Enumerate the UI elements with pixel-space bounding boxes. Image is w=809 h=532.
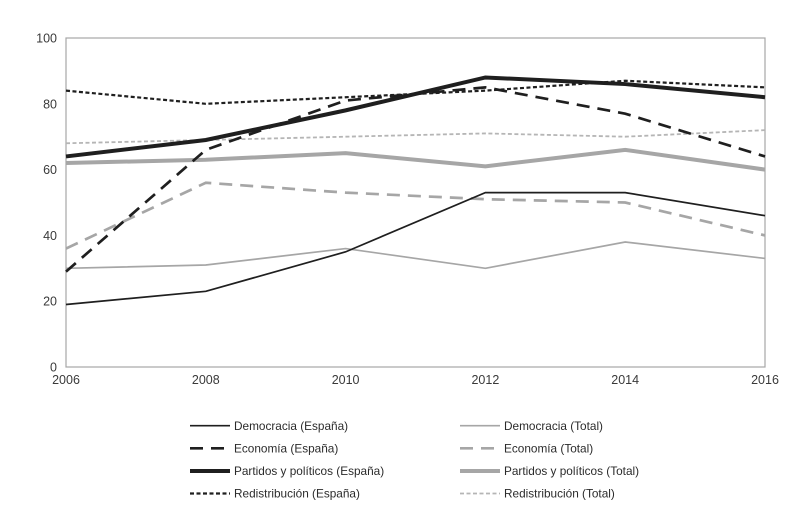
legend-label-redistribucion-total: Redistribución (Total) — [504, 487, 615, 501]
series-line-partidos-y-politicos-total — [65, 147, 766, 172]
series-line-redistribucion-espana — [65, 79, 766, 105]
series-line-economia-espana — [65, 85, 766, 273]
legend-item-redistribucion-espana: Redistribución (España) — [190, 487, 360, 501]
legend-item-economia-espana: Economía (España) — [190, 442, 338, 456]
x-axis-tick-label: 2010 — [332, 373, 360, 387]
legend-item-redistribucion-total: Redistribución (Total) — [460, 487, 615, 501]
legend-label-partidos-y-politicos-total: Partidos y políticos (Total) — [504, 464, 639, 478]
legend-item-democracia-total: Democracia (Total) — [460, 419, 603, 433]
series-line-democracia-total — [65, 241, 766, 270]
plot-area-border — [65, 37, 766, 368]
legend-item-partidos-y-politicos-total: Partidos y políticos (Total) — [460, 464, 639, 478]
legend-label-democracia-total: Democracia (Total) — [504, 419, 603, 433]
y-axis-tick-label: 100 — [36, 32, 57, 46]
x-axis-tick-label: 2012 — [471, 373, 499, 387]
y-axis-tick-label: 0 — [50, 361, 57, 375]
legend-item-partidos-y-politicos-espana: Partidos y políticos (España) — [190, 464, 384, 478]
series-line-economia-total — [65, 181, 766, 250]
y-axis-tick-label: 20 — [43, 295, 57, 309]
x-axis-tick-label: 2006 — [52, 373, 80, 387]
legend-label-redistribucion-espana: Redistribución (España) — [234, 487, 360, 501]
series-line-democracia-espana — [65, 191, 766, 306]
y-axis-tick-label: 60 — [43, 163, 57, 177]
y-axis-tick-label: 80 — [43, 97, 57, 111]
x-axis-tick-label: 2016 — [751, 373, 779, 387]
legend-item-democracia-espana: Democracia (España) — [190, 419, 348, 433]
series-line-redistribucion-total — [65, 129, 766, 145]
x-axis-tick-label: 2014 — [611, 373, 639, 387]
x-axis-tick-label: 2008 — [192, 373, 220, 387]
legend-label-partidos-y-politicos-espana: Partidos y políticos (España) — [234, 464, 384, 478]
legend-label-economia-total: Economía (Total) — [504, 442, 593, 456]
legend-label-economia-espana: Economía (España) — [234, 442, 338, 456]
legend-label-democracia-espana: Democracia (España) — [234, 419, 348, 433]
legend-item-economia-total: Economía (Total) — [460, 442, 593, 456]
series-line-partidos-y-politicos-espana — [65, 75, 766, 159]
y-axis-tick-label: 40 — [43, 229, 57, 243]
